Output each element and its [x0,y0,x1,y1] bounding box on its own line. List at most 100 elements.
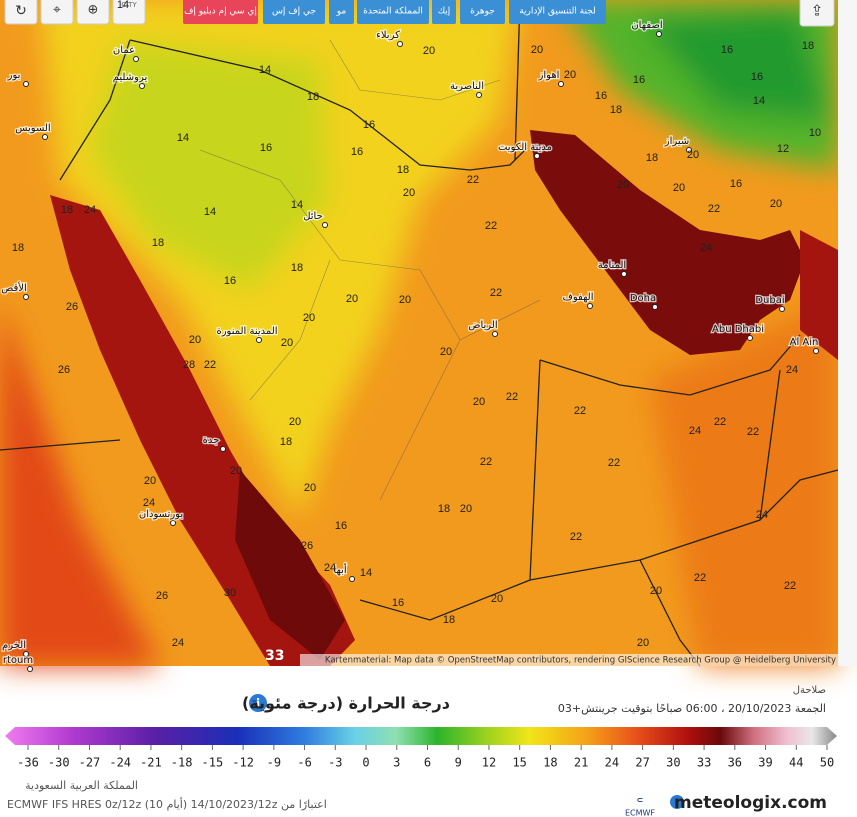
city-button[interactable] [112,0,146,25]
model-button[interactable] [357,0,429,24]
city-dot [558,81,564,87]
temperature-label: 22 [708,203,720,215]
city-label: الناصرية [450,81,484,92]
temperature-label: 20 [617,179,629,191]
temperature-label: 16 [363,119,375,131]
scale-tick-label: -6 [297,756,311,770]
temperature-label: 20 [189,334,201,346]
map [0,0,839,667]
temperature-label: 18 [397,164,409,176]
temperature-label: 26 [66,301,78,313]
temperature-label: 14 [753,95,765,107]
temperature-label: 20 [423,45,435,57]
model-button[interactable] [432,0,456,24]
model-button[interactable] [460,0,505,24]
brand-icon [670,795,684,809]
model-button[interactable] [263,0,325,24]
zoom-icon: ⊕ [88,3,99,18]
city-dot [492,331,498,337]
city-dot [170,520,176,526]
color-scale [5,727,837,745]
scale-tick-label: -18 [171,756,193,770]
city-label: الخرم [2,640,26,651]
refresh-button[interactable] [4,0,38,25]
city-label: الرياض [468,320,497,331]
temperature-label: 22 [204,359,216,371]
temperature-label: 14 [204,206,216,218]
temperature-label: 20 [440,346,452,358]
city-dot [813,348,819,354]
scale-tick-label: -9 [267,756,281,770]
city-dot [23,651,29,657]
model-button[interactable] [183,0,258,24]
zoom-button[interactable] [76,0,110,25]
city-dot [652,304,658,310]
ecmwf-logo: ⊂ [637,796,644,805]
model-label: إي سي إم دبليو إف [184,7,257,17]
city-dot [23,294,29,300]
temperature-label: 12 [777,143,789,155]
temperature-label: 10 [809,127,821,139]
temperature-label: 22 [608,457,620,469]
info-icon[interactable] [249,694,267,712]
temperature-label: 20 [281,337,293,349]
locate-button[interactable] [40,0,74,25]
temperature-label: 20 [399,294,411,306]
scale-tick-label: 39 [758,756,772,770]
scale-tick-label: 27 [635,756,649,770]
temperature-label: 16 [224,275,236,287]
region: المملكة العربية السعودية [25,779,138,792]
brand: meteologix.com [674,793,827,813]
temperature-label: 16 [595,90,607,102]
scale-tick-label: -21 [140,756,162,770]
city-label: Doha [630,293,656,304]
temperature-label: 22 [467,174,479,186]
share-button[interactable] [799,0,835,27]
temperature-label: 18 [610,104,622,116]
temperature-label: 22 [485,220,497,232]
temperature-label: 18 [61,204,73,216]
scale-tick-label: 6 [424,756,431,770]
model-run: ECMWF IFS HRES 0z/12z (10 أيام) 14/10/20… [7,797,327,811]
city-label: بورتسودان [139,509,183,520]
temperature-label: 22 [694,572,706,584]
city-label: بور [7,70,21,81]
scale-tick-label: 36 [728,756,742,770]
temperature-label: 28 [183,359,195,371]
model-button[interactable] [329,0,354,24]
red-sea-south [235,470,345,660]
temperature-label: 20 [650,585,662,597]
scale-tick-label: -30 [48,756,70,770]
city-label: Abu Dhabi [712,324,764,335]
temperature-label: 16 [633,74,645,86]
attribution-bg [300,654,838,666]
share-icon: ⇪ [811,2,824,20]
city-label: CITY [121,1,137,9]
city-dot [23,81,29,87]
city-label: يروشليم [113,72,148,83]
scale-tick-label: 12 [482,756,496,770]
city-dot [747,335,753,341]
model-label: مو [336,7,347,17]
city-dot [686,147,692,153]
temperature-label: 18 [802,40,814,52]
model-button[interactable] [509,0,606,24]
temperature-label: 20 [403,187,415,199]
temperature-label: 22 [570,531,582,543]
city-label: أبها [333,563,346,576]
temperature-label: 20 [637,637,649,649]
temperature-label: 26 [156,590,168,602]
temperature-label: 14 [360,567,372,579]
temperature-label: 20 [473,396,485,408]
model-label: المملكة المتحدة [363,7,423,17]
temperature-label: 16 [351,146,363,158]
scale-tick-label: 18 [543,756,557,770]
temperature-label: 24 [756,509,768,521]
temperature-label: 16 [721,44,733,56]
gulf [530,130,805,355]
scale-tick-label: 33 [697,756,711,770]
temperature-label: 20 [230,465,242,477]
temperature-label: 20 [531,44,543,56]
